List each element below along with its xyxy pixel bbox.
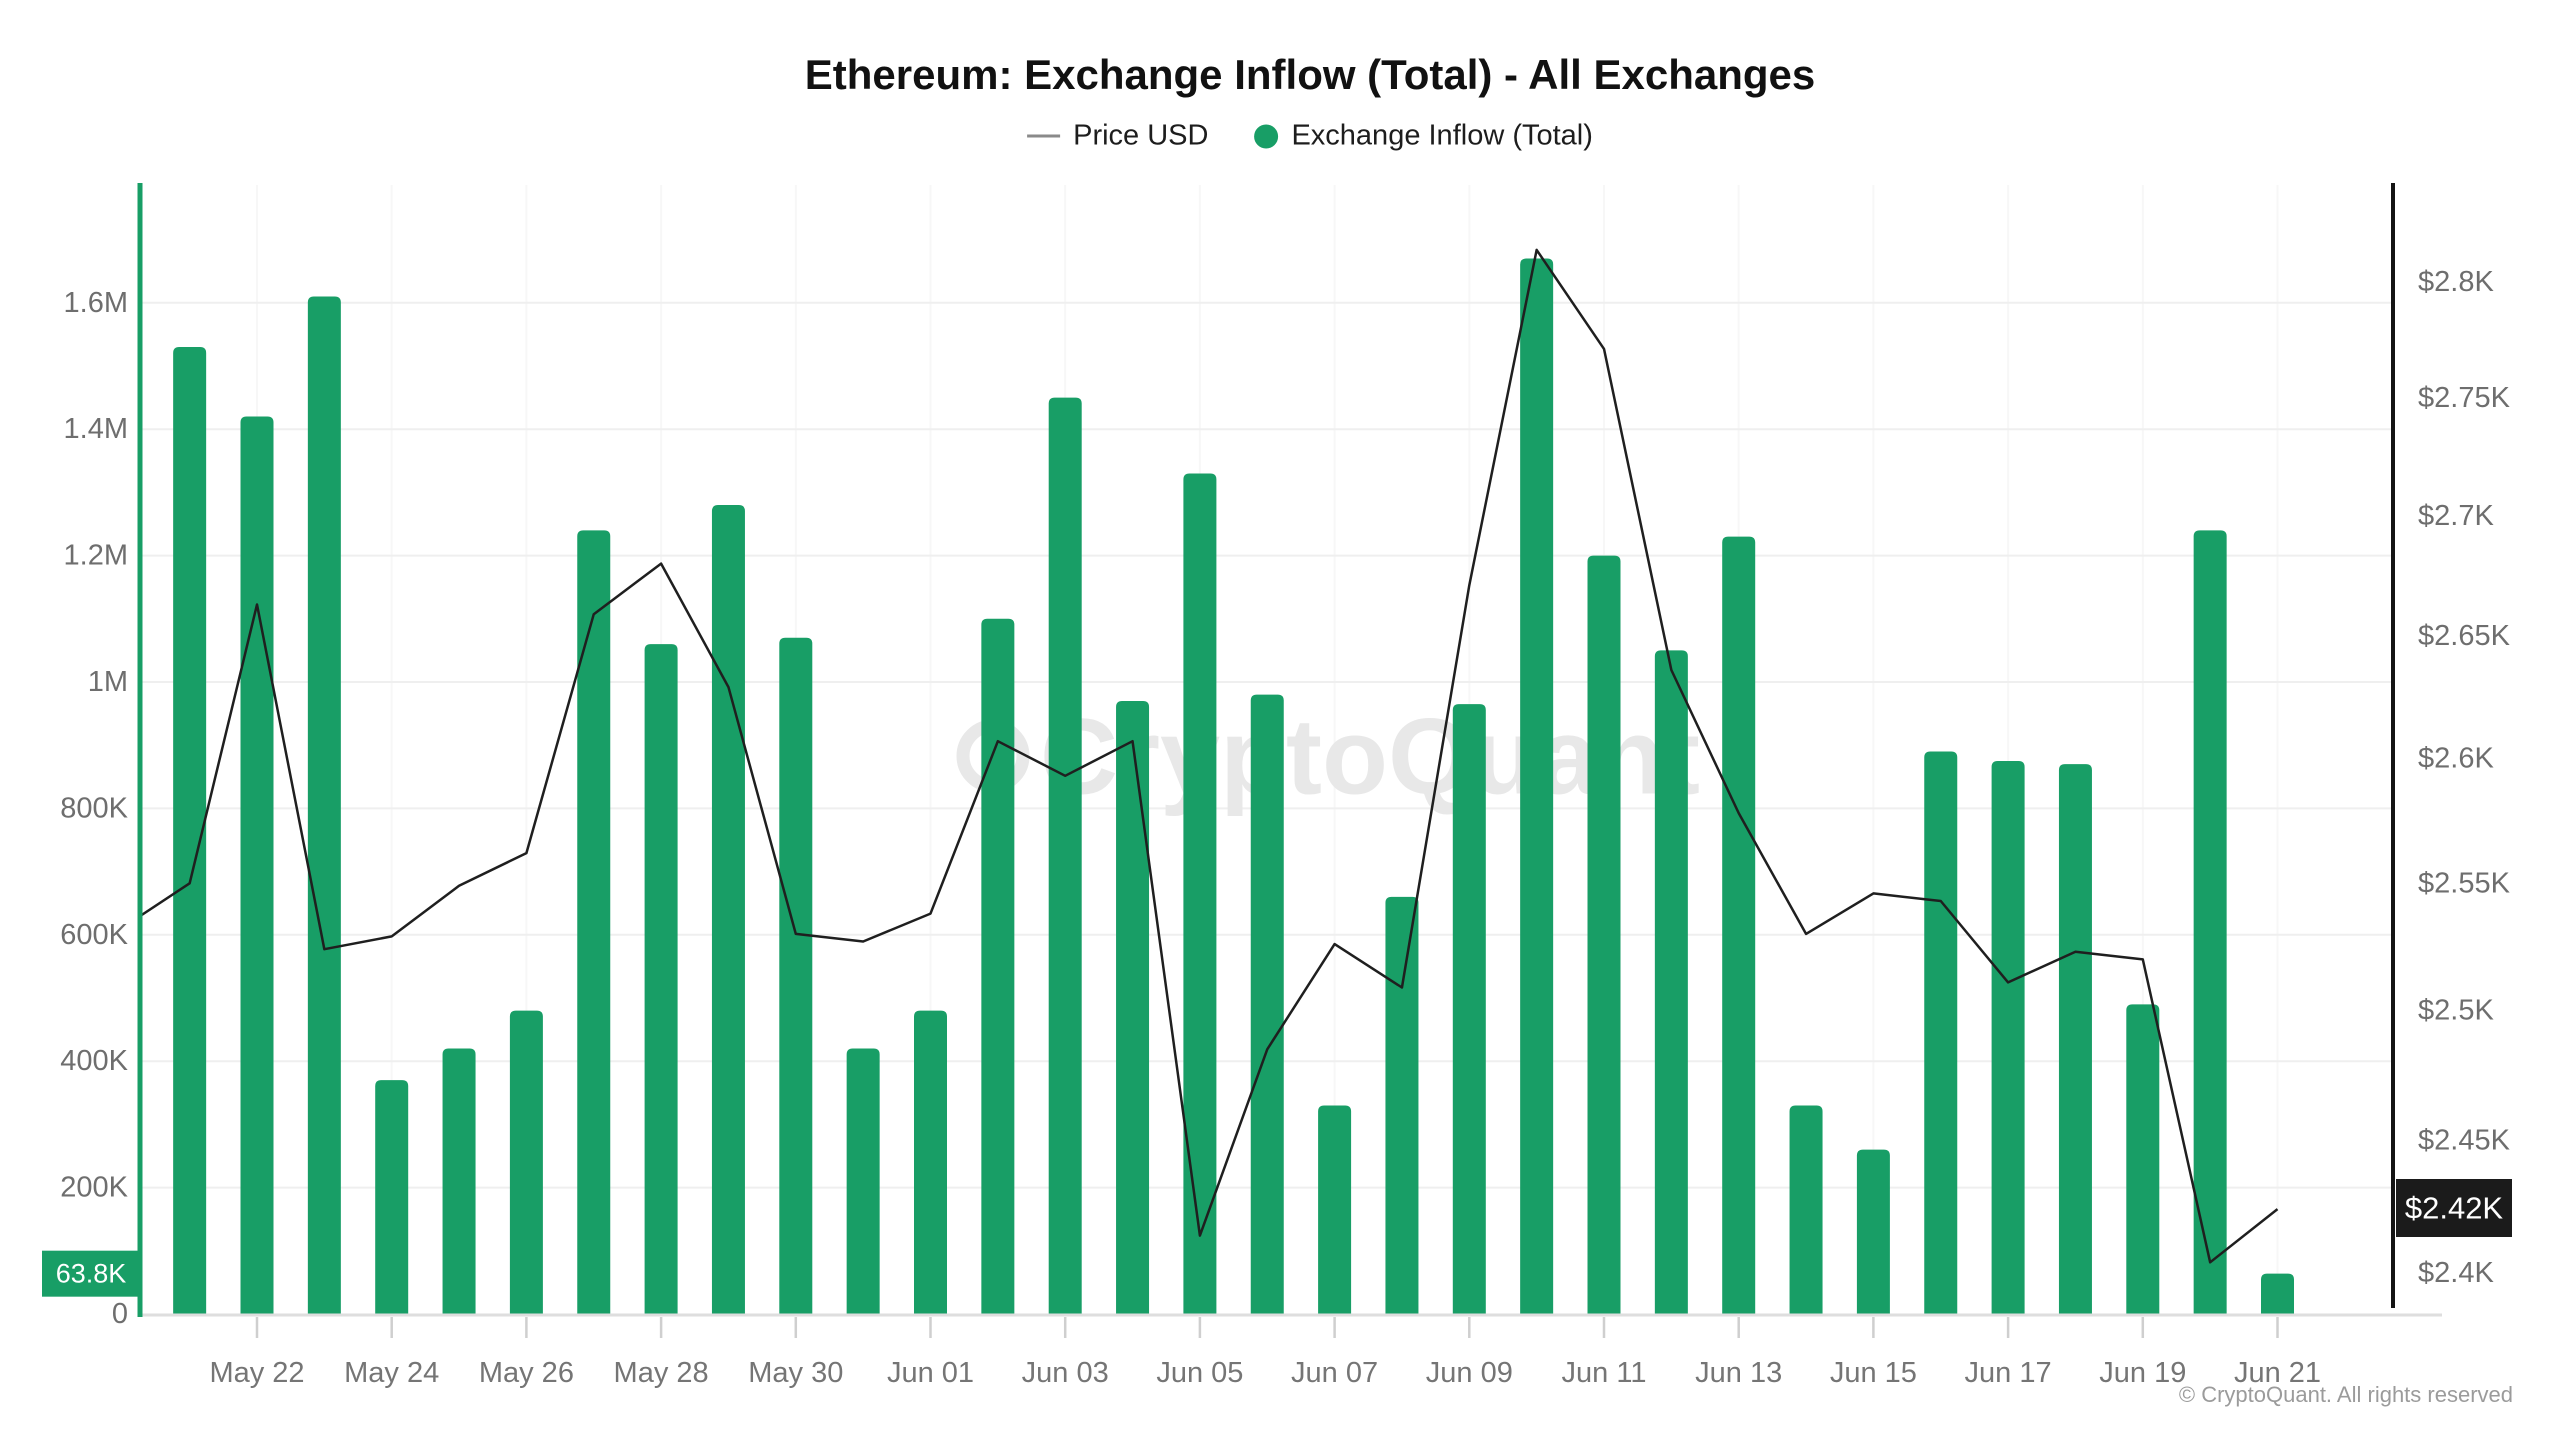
y-left-tick-label: 400K xyxy=(60,1045,128,1077)
y-left-tick-label: 600K xyxy=(60,919,128,951)
price-badge-label: $2.42K xyxy=(2405,1191,2504,1226)
y-right-tick-label: $2.7K xyxy=(2418,500,2494,532)
inflow-bar-may-30[interactable] xyxy=(779,637,813,1314)
inflow-bar-jun-17[interactable] xyxy=(1991,761,2025,1314)
x-tick-label: Jun 19 xyxy=(2099,1357,2186,1389)
x-tick-label: Jun 07 xyxy=(1291,1357,1378,1389)
y-left-tick-label: 200K xyxy=(60,1172,128,1204)
x-tick-label: Jun 11 xyxy=(1562,1357,1647,1389)
x-tick-label: Jun 21 xyxy=(2234,1357,2321,1389)
y-right-tick-label: $2.65K xyxy=(2418,620,2511,652)
x-tick-label: Jun 03 xyxy=(1022,1357,1109,1389)
inflow-bar-may-27[interactable] xyxy=(577,530,611,1314)
inflow-bar-may-25[interactable] xyxy=(442,1048,476,1314)
inflow-bar-jun-15[interactable] xyxy=(1856,1149,1890,1314)
inflow-bar-may-31[interactable] xyxy=(846,1048,880,1314)
y-right-tick-label: $2.55K xyxy=(2418,867,2511,899)
inflow-bar-jun-01[interactable] xyxy=(914,1010,947,1314)
inflow-bar-jun-19[interactable] xyxy=(2126,1004,2160,1314)
inflow-bar-may-26[interactable] xyxy=(509,1010,543,1314)
inflow-bar-may-21[interactable] xyxy=(173,347,207,1314)
x-tick-label: May 26 xyxy=(479,1357,574,1389)
x-tick-label: May 22 xyxy=(209,1357,304,1389)
inflow-badge xyxy=(42,1250,140,1297)
x-tick-label: May 30 xyxy=(748,1357,843,1389)
inflow-bar-jun-20[interactable] xyxy=(2193,530,2227,1314)
price-badge xyxy=(2396,1179,2512,1237)
inflow-bar-may-22[interactable] xyxy=(240,416,274,1314)
line-dash-icon xyxy=(1027,134,1061,138)
inflow-badge-label: 63.8K xyxy=(56,1259,127,1289)
inflow-bar-jun-04[interactable] xyxy=(1116,700,1150,1314)
inflow-bar-jun-08[interactable] xyxy=(1385,896,1419,1314)
inflow-bar-jun-16[interactable] xyxy=(1924,751,1958,1314)
inflow-bar-jun-21[interactable] xyxy=(2261,1273,2294,1314)
inflow-bar-may-24[interactable] xyxy=(375,1080,409,1314)
copyright: © CryptoQuant. All rights reserved xyxy=(2178,1382,2513,1407)
x-tick-label: May 28 xyxy=(614,1357,709,1389)
inflow-bar-jun-03[interactable] xyxy=(1048,397,1082,1315)
y-left-tick-label: 0 xyxy=(112,1298,128,1330)
inflow-bar-jun-12[interactable] xyxy=(1654,650,1688,1314)
x-tick-label: Jun 05 xyxy=(1156,1357,1243,1389)
inflow-bar-jun-11[interactable] xyxy=(1587,555,1621,1314)
y-right-tick-label: $2.8K xyxy=(2418,266,2494,298)
inflow-bar-jun-18[interactable] xyxy=(2058,764,2092,1314)
green-dot-icon xyxy=(1254,124,1279,148)
legend-item-price[interactable]: Price USD xyxy=(1027,120,1208,153)
bars-group xyxy=(173,258,2294,1315)
inflow-bar-jun-05[interactable] xyxy=(1183,473,1217,1314)
inflow-bar-jun-09[interactable] xyxy=(1452,704,1486,1314)
inflow-bar-jun-14[interactable] xyxy=(1789,1105,1823,1314)
legend-item-inflow[interactable]: Exchange Inflow (Total) xyxy=(1254,119,1593,153)
inflow-bar-jun-13[interactable] xyxy=(1722,536,1756,1314)
y-left-tick-label: 1.2M xyxy=(64,540,128,572)
y-left-tick-label: 1.4M xyxy=(64,413,128,445)
inflow-bar-jun-02[interactable] xyxy=(981,618,1015,1314)
x-tick-label: Jun 09 xyxy=(1426,1357,1513,1389)
inflow-bar-may-29[interactable] xyxy=(711,505,745,1314)
chart-title: Ethereum: Exchange Inflow (Total) - All … xyxy=(804,51,1816,98)
y-right-tick-label: $2.4K xyxy=(2418,1257,2494,1289)
inflow-bar-jun-06[interactable] xyxy=(1250,694,1284,1314)
inflow-bar-may-23[interactable] xyxy=(307,296,341,1315)
price-line xyxy=(140,248,2279,1264)
y-left-tick-label: 800K xyxy=(60,792,128,824)
x-tick-label: Jun 15 xyxy=(1830,1357,1917,1389)
inflow-bar-may-28[interactable] xyxy=(644,644,678,1314)
y-left-tick-label: 1M xyxy=(88,666,128,698)
y-right-tick-label: $2.5K xyxy=(2418,995,2494,1027)
x-tick-label: Jun 17 xyxy=(1965,1357,2052,1389)
y-left-tick-label: 1.6M xyxy=(64,287,128,319)
x-tick-label: Jun 01 xyxy=(887,1357,974,1389)
x-tick-label: May 24 xyxy=(344,1357,439,1389)
legend-price-label: Price USD xyxy=(1073,119,1209,152)
inflow-bar-jun-10[interactable] xyxy=(1520,258,1554,1314)
legend-inflow-label: Exchange Inflow (Total) xyxy=(1291,119,1593,152)
x-tick-label: Jun 13 xyxy=(1695,1357,1782,1389)
y-right-tick-label: $2.6K xyxy=(2418,742,2494,774)
inflow-bar-jun-07[interactable] xyxy=(1318,1105,1352,1314)
y-right-tick-label: $2.45K xyxy=(2418,1124,2511,1156)
legend: Price USD Exchange Inflow (Total) xyxy=(1027,120,1593,153)
y-right-tick-label: $2.75K xyxy=(2418,382,2511,414)
